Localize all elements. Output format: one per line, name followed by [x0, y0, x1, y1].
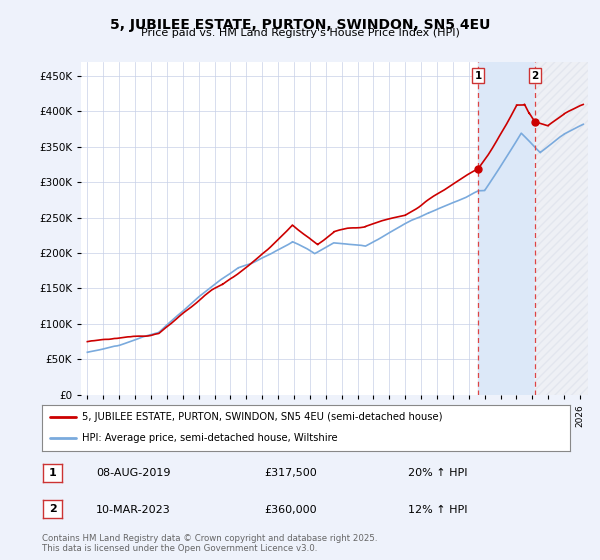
Text: £360,000: £360,000 — [264, 505, 317, 515]
Text: £317,500: £317,500 — [264, 468, 317, 478]
Text: 2: 2 — [49, 504, 56, 514]
Text: 1: 1 — [475, 71, 482, 81]
Text: Contains HM Land Registry data © Crown copyright and database right 2025.
This d: Contains HM Land Registry data © Crown c… — [42, 534, 377, 553]
Bar — [478, 62, 535, 395]
Text: 5, JUBILEE ESTATE, PURTON, SWINDON, SN5 4EU: 5, JUBILEE ESTATE, PURTON, SWINDON, SN5 … — [110, 18, 490, 32]
Bar — [535, 62, 588, 395]
Text: 2: 2 — [532, 71, 539, 81]
Text: Price paid vs. HM Land Registry's House Price Index (HPI): Price paid vs. HM Land Registry's House … — [140, 28, 460, 38]
Text: 5, JUBILEE ESTATE, PURTON, SWINDON, SN5 4EU (semi-detached house): 5, JUBILEE ESTATE, PURTON, SWINDON, SN5 … — [82, 412, 442, 422]
Text: 20% ↑ HPI: 20% ↑ HPI — [408, 468, 467, 478]
Text: 10-MAR-2023: 10-MAR-2023 — [96, 505, 171, 515]
Bar — [535, 62, 588, 395]
Text: 08-AUG-2019: 08-AUG-2019 — [96, 468, 170, 478]
Text: 1: 1 — [49, 468, 56, 478]
Text: HPI: Average price, semi-detached house, Wiltshire: HPI: Average price, semi-detached house,… — [82, 433, 337, 444]
Text: 12% ↑ HPI: 12% ↑ HPI — [408, 505, 467, 515]
